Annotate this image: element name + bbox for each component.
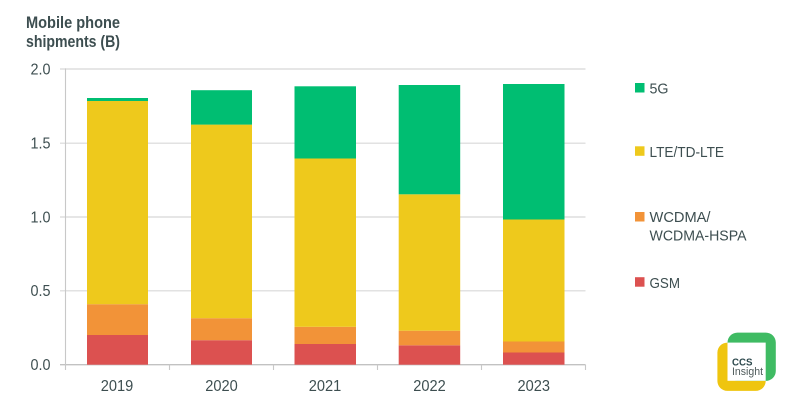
svg-text:GSM: GSM	[650, 276, 681, 292]
svg-text:0.0: 0.0	[31, 357, 51, 374]
svg-text:2020: 2020	[205, 378, 238, 395]
svg-text:2021: 2021	[309, 378, 342, 395]
svg-text:0.5: 0.5	[31, 283, 51, 300]
svg-text:Insight: Insight	[732, 366, 763, 378]
svg-text:shipments (B): shipments (B)	[26, 33, 120, 51]
svg-text:2.0: 2.0	[31, 61, 51, 78]
svg-text:CCS: CCS	[732, 357, 753, 369]
svg-text:2019: 2019	[101, 378, 134, 395]
svg-text:Mobile phone: Mobile phone	[26, 14, 120, 32]
svg-text:WCDMA/: WCDMA/	[650, 210, 712, 226]
svg-text:5G: 5G	[650, 81, 669, 97]
svg-text:1.0: 1.0	[31, 209, 51, 226]
svg-text:1.5: 1.5	[31, 136, 51, 153]
svg-text:WCDMA-HSPA: WCDMA-HSPA	[650, 229, 747, 245]
svg-text:2022: 2022	[413, 378, 446, 395]
svg-text:2023: 2023	[518, 378, 551, 395]
svg-text:LTE/TD-LTE: LTE/TD-LTE	[650, 145, 725, 161]
